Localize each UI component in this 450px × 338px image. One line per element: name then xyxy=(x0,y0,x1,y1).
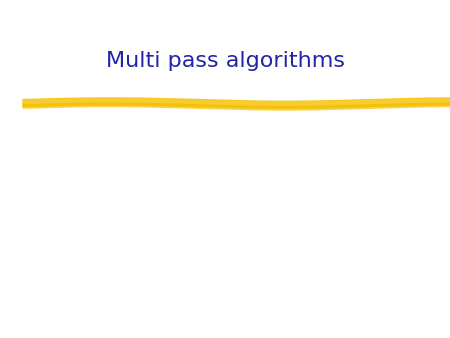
Text: Multi pass algorithms: Multi pass algorithms xyxy=(105,51,345,71)
